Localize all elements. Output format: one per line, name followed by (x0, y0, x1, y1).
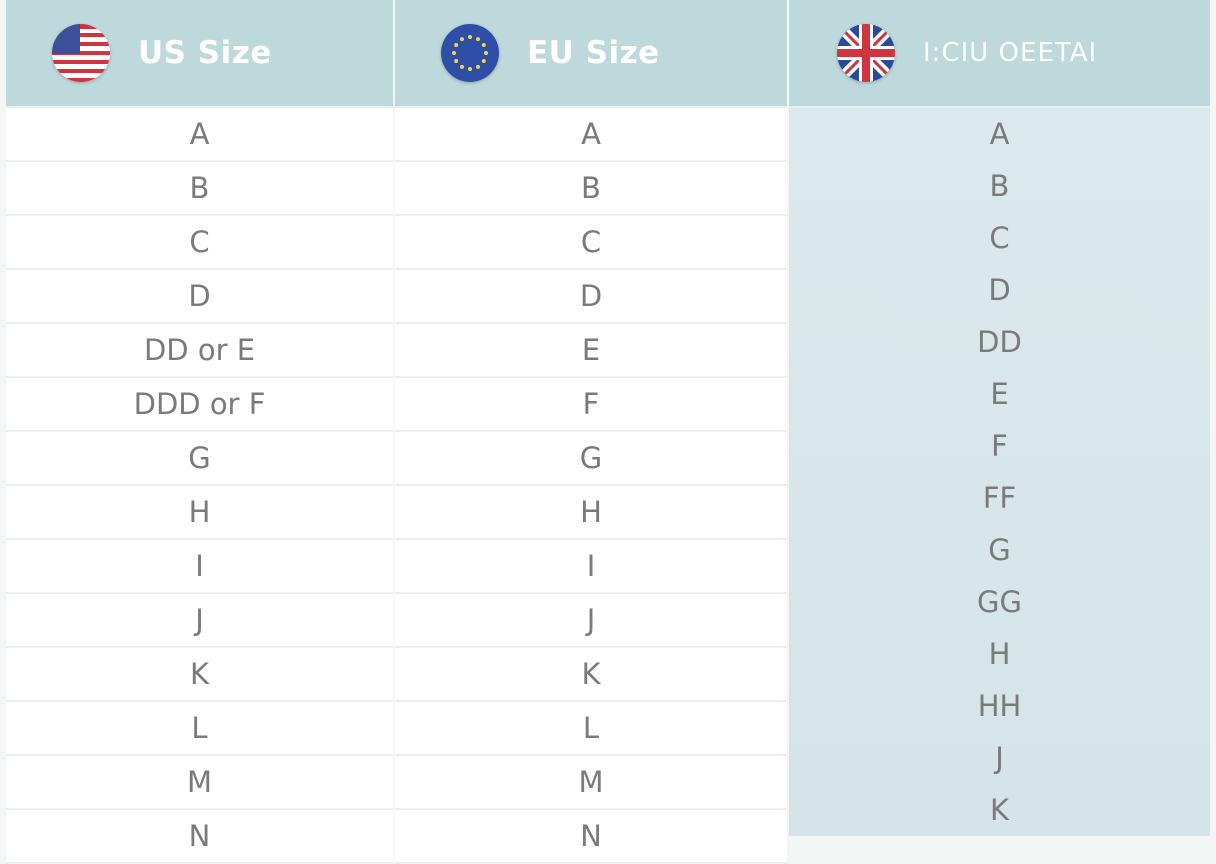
table-cell: J (395, 594, 787, 648)
eu-star-icon (484, 51, 488, 55)
table-cell: G (395, 432, 787, 486)
table-cell: M (395, 756, 787, 810)
eu-star-icon (460, 37, 464, 42)
eu-star-icon (452, 51, 456, 55)
table-cell: DD (977, 325, 1022, 359)
eu-star-icon (481, 43, 486, 47)
table-cell: C (395, 216, 787, 270)
table-cell: G (6, 432, 393, 486)
eu-star-icon (468, 35, 472, 39)
table-cell: A (6, 108, 393, 162)
table-cell: L (6, 702, 393, 756)
table-cell: F (991, 429, 1008, 463)
table-cell: FF (982, 481, 1017, 515)
table-cell: K (6, 648, 393, 702)
table-cell: A (989, 117, 1010, 151)
eu-star-icon (460, 64, 464, 69)
table-cell: B (989, 169, 1010, 203)
table-cell: G (988, 533, 1011, 567)
table-cell: I (395, 540, 787, 594)
table-cell: E (990, 377, 1009, 411)
table-cell: E (395, 324, 787, 378)
uk-flag-icon (837, 24, 895, 82)
table-cell: C (989, 221, 1010, 255)
table-cell: F (395, 378, 787, 432)
us-size-header-label: US Size (138, 35, 272, 71)
table-cell: N (395, 810, 787, 864)
table-cell: GG (977, 585, 1022, 619)
us-flag-icon (52, 24, 110, 82)
eu-star-icon (454, 59, 459, 63)
table-cell: K (395, 648, 787, 702)
eu-flag-icon (441, 24, 499, 82)
table-cell: J (6, 594, 393, 648)
table-cell: B (395, 162, 787, 216)
uk-size-column: I:CIU OEETAI A B C D DD E F FF G GG H HH J K (789, 0, 1210, 864)
table-cell: DD or E (6, 324, 393, 378)
table-cell: L (395, 702, 787, 756)
us-size-header: US Size (6, 0, 393, 108)
eu-star-icon (476, 37, 480, 42)
table-cell: H (395, 486, 787, 540)
table-cell: M (6, 756, 393, 810)
uk-size-header: I:CIU OEETAI (789, 0, 1210, 108)
table-cell: H (988, 637, 1011, 671)
table-cell: D (988, 273, 1011, 307)
table-cell: B (6, 162, 393, 216)
table-cell: A (395, 108, 787, 162)
table-cell: DDD or F (6, 378, 393, 432)
table-cell: D (6, 270, 393, 324)
table-cell: D (395, 270, 787, 324)
table-cell: I (6, 540, 393, 594)
uk-size-header-label: I:CIU OEETAI (923, 38, 1098, 68)
table-cell: N (6, 810, 393, 864)
eu-star-icon (454, 43, 459, 47)
table-cell: J (995, 741, 1004, 775)
eu-star-icon (468, 67, 472, 71)
eu-star-icon (476, 64, 480, 69)
table-cell: H (6, 486, 393, 540)
eu-star-icon (481, 59, 486, 63)
table-cell: K (989, 793, 1010, 827)
table-cell: HH (977, 689, 1022, 723)
eu-size-header: EU Size (395, 0, 787, 108)
table-cell: C (6, 216, 393, 270)
eu-size-header-label: EU Size (527, 35, 660, 71)
